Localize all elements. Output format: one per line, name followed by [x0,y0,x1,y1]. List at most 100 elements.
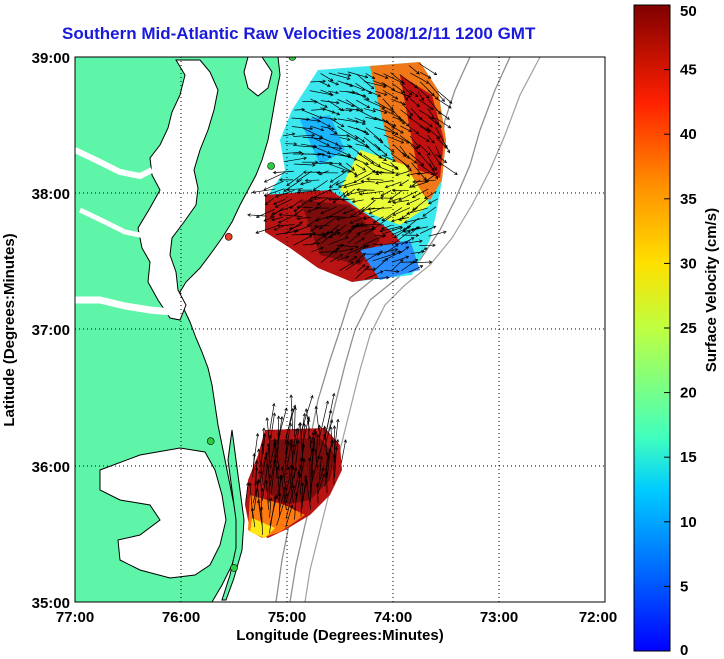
velocity-arrowhead [374,170,379,174]
river-rappahannock [78,207,146,239]
velocity-arrow [338,181,356,188]
velocity-arrow [418,143,431,156]
velocity-arrow [390,72,404,84]
velocity-arrowhead [315,433,320,438]
velocity-arrowhead [398,197,403,201]
velocity-arrowhead [370,85,375,90]
velocity-arrow [277,224,295,227]
velocity-arrow [294,493,297,520]
velocity-arrow [329,232,341,237]
velocity-arrowhead [319,115,323,119]
velocity-arrowhead [407,94,412,98]
velocity-arrowhead [291,484,296,489]
velocity-arrowhead [316,454,320,459]
velocity-arrow [391,125,404,134]
velocity-arrow [343,181,365,188]
velocity-arrowhead [402,229,407,233]
velocity-arrow [381,82,395,91]
velocity-arrowhead [397,251,402,255]
velocity-arrowhead [304,474,308,479]
velocity-arrow [313,180,328,191]
velocity-arrow [337,80,353,87]
velocity-arrowhead [289,504,294,509]
velocity-arrowhead [308,198,313,203]
velocity-arrow [309,436,312,455]
velocity-arrowhead [377,93,382,97]
velocity-arrow [276,493,288,526]
velocity-arrowhead [318,226,323,230]
velocity-arrowhead [405,123,410,127]
velocity-arrow [354,134,365,143]
velocity-arrow [400,237,415,246]
velocity-arrow [311,233,325,236]
velocity-arrow [336,255,349,262]
velocity-arrowhead [356,188,360,192]
velocity-arrowhead [431,140,435,144]
velocity-arrowhead [296,439,300,444]
velocity-arrowhead [365,131,370,135]
velocity-arrowhead [293,208,298,213]
velocity-arrow [418,152,435,171]
velocity-arrow [276,408,287,445]
velocity-arrowhead [327,188,332,192]
velocity-arrow [336,215,358,220]
velocity-arrow [345,82,365,91]
velocity-arrowhead [273,442,277,447]
velocity-arrow [366,178,384,181]
velocity-arrowhead [441,98,445,102]
velocity-arrowhead [366,177,370,181]
velocity-arrow [302,127,323,138]
velocity-arrow [293,197,312,212]
velocity-arrow [436,98,452,109]
velocity-arrowhead [303,156,308,161]
velocity-arrow [285,465,294,494]
velocity-arrow [347,256,357,263]
velocity-arrowhead [306,117,310,121]
velocity-arrowhead [312,163,316,167]
velocity-arrowhead [251,190,256,194]
velocity-arrowhead [446,116,450,120]
velocity-arrowhead [404,97,409,101]
velocity-arrowhead [447,125,452,129]
velocity-arrowhead [327,124,332,128]
velocity-arrowhead [330,439,334,444]
velocity-arrow [286,443,292,470]
velocity-arrow [328,110,340,115]
velocity-arrow [319,216,339,230]
velocity-arrowhead [300,456,304,461]
velocity-arrow [293,407,296,437]
velocity-arrowhead [408,128,412,133]
velocity-arrow [317,467,324,488]
velocity-arrow [255,460,258,495]
velocity-arrowhead [355,245,359,249]
velocity-arrow [409,98,420,107]
velocity-arrow [294,109,305,111]
velocity-arrow [426,127,440,139]
velocity-arrowhead [289,205,294,209]
velocity-arrowhead [299,181,304,186]
velocity-arrow [317,197,328,206]
velocity-arrow [300,483,304,517]
velocity-arrowhead [392,212,397,216]
velocity-arrowhead [427,75,432,79]
velocity-arrowhead [313,144,318,149]
velocity-arrowhead [365,244,370,248]
velocity-arrowhead [397,115,402,119]
velocity-arrowhead [365,97,370,101]
velocity-arrow [263,216,276,222]
velocity-arrow [327,100,344,112]
velocity-arrowhead [422,213,427,217]
velocity-arrow [389,190,402,200]
colorbar-tick-label: 35 [680,191,697,208]
station-marker [288,57,297,61]
velocity-arrow [293,145,317,148]
velocity-arrowhead [280,466,285,471]
velocity-arrow [314,224,330,227]
velocity-arrowhead [430,116,435,120]
velocity-arrow [270,413,275,439]
velocity-arrow [401,161,412,172]
velocity-arrowhead [386,275,390,280]
velocity-arrowhead [271,217,275,222]
velocity-arrow [355,91,370,101]
velocity-arrowhead [379,242,384,247]
